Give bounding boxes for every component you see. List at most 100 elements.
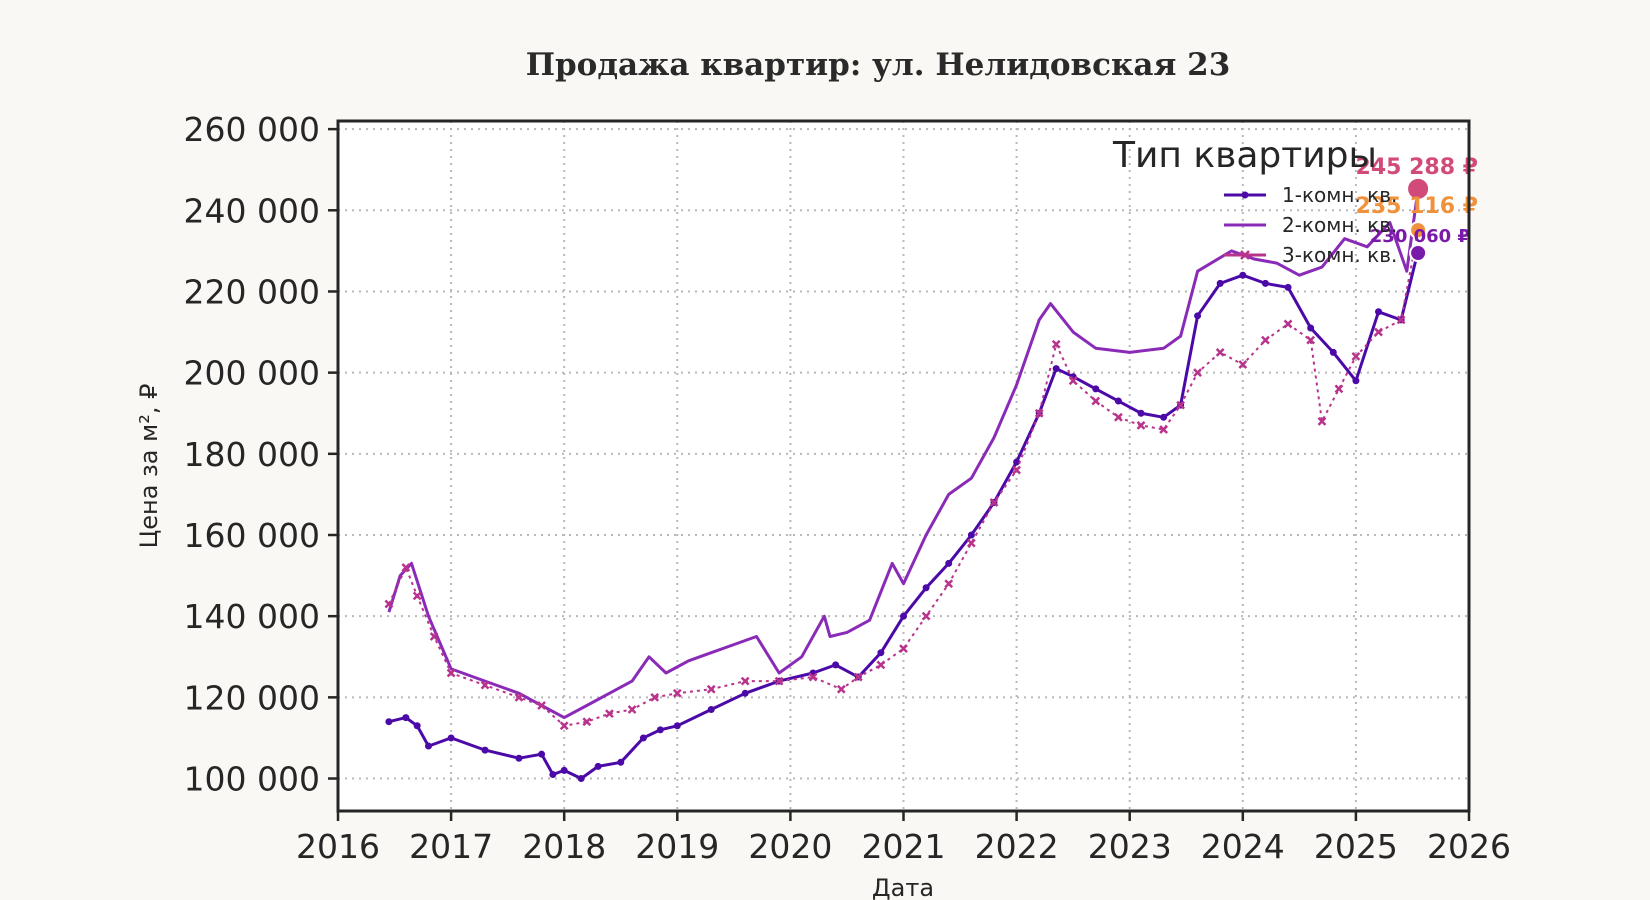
data-point [1052,365,1060,373]
x-tick-label: 2025 [1314,827,1398,866]
data-point [877,649,885,657]
data-point [384,599,394,609]
x-axis-label: Дата [872,874,934,900]
data-point [1238,360,1248,369]
data-point [808,672,818,682]
data-point [605,709,614,718]
y-tick-label: 260 000 [184,110,320,149]
legend-marker [1241,191,1249,199]
x-tick-label: 2021 [862,827,946,866]
end-point [1406,176,1431,201]
data-point [740,676,750,686]
data-point [1329,348,1337,356]
data-point [1283,319,1293,329]
legend-title: Тип квартиры [1112,135,1377,176]
data-point [1306,335,1316,345]
data-point [385,718,393,726]
y-tick-label: 180 000 [184,435,320,474]
data-point [447,734,455,742]
x-tick-label: 2018 [522,827,606,866]
data-point [945,559,953,567]
x-tick-label: 2016 [296,827,380,866]
y-tick-label: 200 000 [184,354,320,393]
end-value-label: 230 060 ₽ [1370,226,1470,247]
series-line [387,188,1420,720]
data-point [900,612,907,620]
end-value-label: 235 116 ₽ [1356,194,1478,219]
data-point [560,766,568,774]
data-point [672,688,682,698]
data-point [876,660,886,670]
data-point [1374,327,1383,337]
data-point [480,680,490,690]
x-tick-label: 2019 [635,827,719,866]
y-axis: 100 000 120 000 140 000 160 000 180 000 200 0… [184,110,338,799]
data-point [673,722,681,730]
data-point [627,705,637,714]
end-point [1409,244,1428,262]
data-point [538,750,546,758]
data-point [853,672,863,682]
data-point [967,531,975,539]
data-point [1012,465,1021,475]
data-point [1375,308,1383,316]
series-line [388,250,1420,780]
legend-item: 3-комн. кв. [1224,243,1397,267]
data-point [1334,384,1344,394]
data-point [1194,312,1202,320]
data-point [1351,352,1361,361]
data-point [481,746,489,754]
data-point [559,721,569,731]
series-3 [384,225,1423,731]
data-point [1396,315,1406,325]
x-tick-label: 2022 [975,827,1059,866]
data-point [989,498,999,507]
legend-label: 3-комн. кв. [1282,243,1397,267]
legend: Тип квартиры 1-комн. кв. 2-комн. кв. 3-ком… [1112,135,1397,267]
chart-title: Продажа квартир: ул. Нелидовская 23 [526,47,1231,83]
series-group [384,188,1423,783]
data-point [537,701,546,710]
data-point [707,706,715,714]
data-point [1352,377,1360,385]
data-point [446,668,456,678]
data-point [1034,408,1044,418]
data-point [577,775,585,783]
y-tick-label: 120 000 [184,678,320,717]
end-markers: 245 288 ₽ 235 116 ₽ 230 060 ₽ [1356,155,1478,262]
end-value-label: 245 288 ₽ [1356,155,1478,180]
data-point [650,692,660,702]
data-point [1215,347,1225,357]
end-point [1409,221,1428,240]
x-tick-label: 2024 [1201,827,1285,866]
data-point [412,591,422,601]
data-point [706,684,716,694]
y-tick-label: 100 000 [184,760,320,799]
data-point [1091,396,1101,406]
data-point [413,722,421,730]
legend-marker [1240,250,1250,260]
data-point [1307,324,1315,332]
data-point [836,684,846,694]
data-point [1193,368,1202,378]
data-point [1317,416,1327,426]
x-tick-label: 2017 [409,827,493,866]
data-point [582,717,592,727]
data-point [1068,376,1078,386]
y-axis-label: Цена за м², ₽ [135,384,163,549]
data-point [1051,339,1061,349]
data-point [966,538,976,548]
data-point [1261,335,1270,345]
data-point [832,661,840,669]
data-point [921,611,931,621]
x-axis: 2016 2017 2018 2019 2020 2021 2022 2023 2024 2025… [296,811,1511,866]
y-tick-label: 240 000 [184,191,320,230]
end-marker: 245 288 ₽ [1356,155,1478,201]
series-2 [387,188,1420,720]
data-point [515,754,523,762]
data-point [429,632,439,641]
data-point [944,579,954,589]
x-tick-label: 2026 [1427,827,1511,866]
data-point [1137,409,1145,417]
